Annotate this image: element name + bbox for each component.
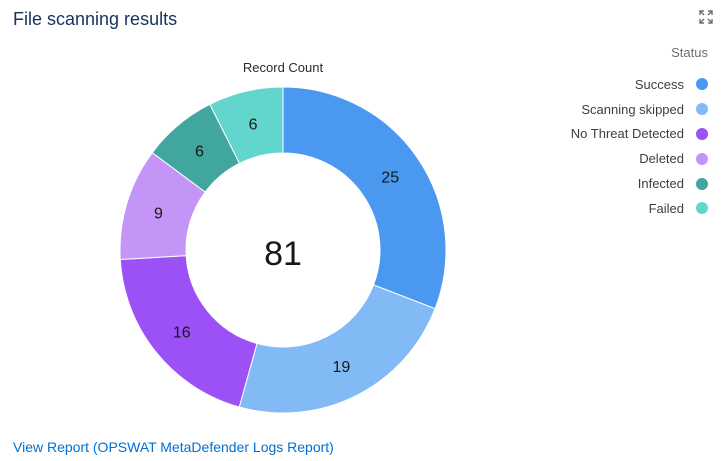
legend-title: Status [671,45,708,60]
slice-scanning-skipped[interactable] [238,284,436,414]
legend-swatch [696,202,708,215]
legend-label: Deleted [639,151,684,167]
slice-value-label: 19 [332,359,350,376]
slice-value-label: 16 [173,325,191,342]
slice-value-label: 25 [381,169,399,186]
legend-label: No Threat Detected [570,126,684,142]
legend-item[interactable]: No Threat Detected [571,122,708,147]
slice-success[interactable] [282,86,447,310]
legend-item[interactable]: Success [571,72,708,97]
legend-label: Infected [637,176,684,192]
legend-label: Success [634,76,684,92]
legend-item[interactable]: Deleted [571,146,708,171]
slice-value-label: 9 [154,206,163,223]
expand-icon[interactable] [698,9,714,25]
legend-swatch [696,103,708,116]
slice-failed[interactable] [209,86,284,164]
legend-label: Failed [648,200,684,216]
legend-swatch [696,177,708,190]
legend-item[interactable]: Failed [571,196,708,221]
slice-value-label: 6 [195,143,204,160]
slice-no-threat-detected[interactable] [119,255,258,408]
center-total: 81 [264,235,302,273]
card-title: File scanning results [13,9,178,29]
legend-swatch [696,78,708,91]
legend-item[interactable]: Scanning skipped [571,97,708,122]
legend-swatch [696,127,708,140]
legend-item[interactable]: Infected [571,171,708,196]
legend-swatch [696,152,708,165]
view-report-link[interactable]: View Report (OPSWAT MetaDefender Logs Re… [13,439,334,455]
slice-value-label: 6 [249,117,258,134]
chart-title: Record Count [242,60,324,75]
legend-label: Scanning skipped [581,101,684,117]
legend: Status Success Scanning skipped No Threat … [571,45,708,221]
